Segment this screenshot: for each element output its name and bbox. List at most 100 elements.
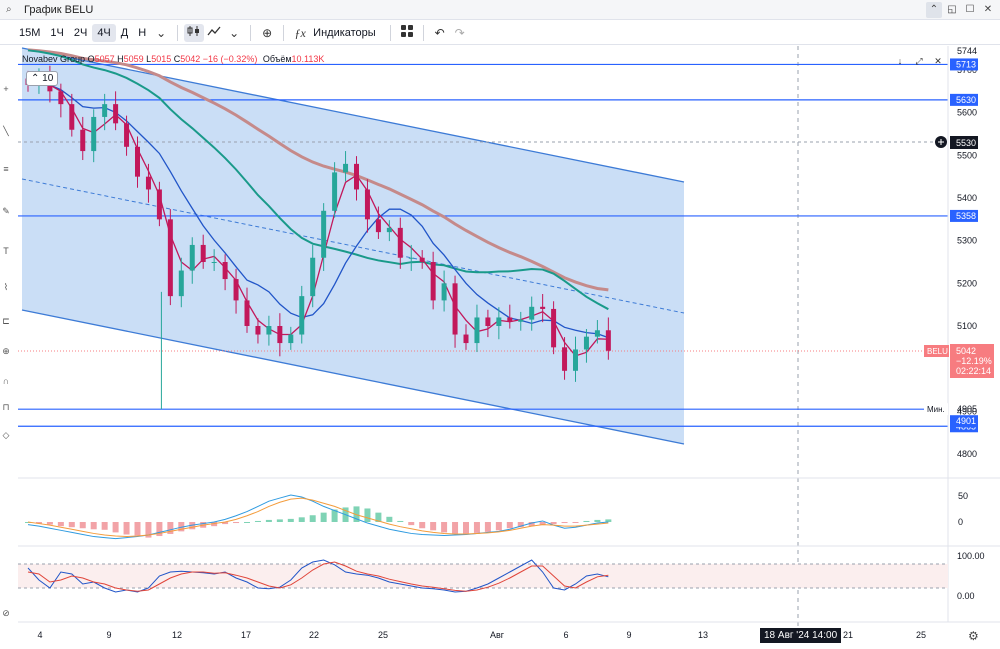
stoch-k-line[interactable] [27,559,609,593]
ma-long-line[interactable] [27,48,609,292]
macd-histogram-bar [463,522,469,534]
candle-body [594,330,600,337]
timeframe-group: 15М 1Ч 2Ч 4Ч Д Н [14,23,151,42]
time-tick-label: 6 [563,630,568,640]
last-price-tag[interactable] [950,344,994,378]
macd-histogram-bar [309,515,316,522]
candle-body [573,349,578,371]
toolbar-divider [283,24,285,41]
ma-slow-line[interactable] [27,49,609,311]
pattern-icon[interactable]: ⌇ [3,282,9,292]
timeframe-15М[interactable]: 15М [19,26,41,39]
brush-icon[interactable]: ✎ [2,206,10,216]
last-price-tag-text: 5042 [956,346,976,356]
chart-legend[interactable]: Novabev Group O5057 H5059 L5015 C5042 −1… [22,54,324,64]
eye-icon[interactable]: ◇ [2,430,10,440]
level-price-tag[interactable] [950,415,978,428]
toolbar-divider [177,24,179,41]
candle-body [299,296,305,335]
candles-icon[interactable] [184,23,205,42]
redo-icon[interactable]: ↷ [454,25,465,40]
macd-histogram-bar [90,522,97,530]
time-tick-label: 9 [626,630,631,640]
undo-icon[interactable]: ↶ [434,25,445,40]
collapse-icon[interactable]: ⌃ [31,73,40,84]
price-tick-label: 4800 [957,449,977,459]
timeframe-Д[interactable]: Д [120,26,129,39]
ma-indicator-badge[interactable]: ⌃ 10 [26,71,59,86]
macd-histogram-bar [35,522,42,524]
indicators-button[interactable]: Индикаторы [313,26,376,39]
fx-icon[interactable]: ƒx [294,25,306,40]
timeframe-2Ч[interactable]: 2Ч [73,26,88,39]
last-price-tag-text: −12.19% [956,356,992,366]
chevron-down-icon[interactable]: ⌄ [156,25,167,40]
legend-close: 5042 [180,54,201,64]
level-price-tag-text: 4901 [956,416,976,426]
timeframe-Н[interactable]: Н [138,26,147,39]
level-price-tag[interactable] [950,209,978,222]
macd-histogram-bar [265,519,272,522]
timeframe-1Ч[interactable]: 1Ч [50,26,64,39]
line-chart-icon[interactable] [204,24,224,42]
candle-body [441,283,447,301]
time-tick-label: 21 [843,630,853,640]
candle-body [124,123,130,147]
maximize-icon[interactable]: ⤢ [915,56,923,66]
chevron-up-icon[interactable]: ⌃ [926,2,942,18]
search-icon[interactable]: ⌕ [6,3,12,15]
stoch-tick-label: 0.00 [957,591,975,601]
grid-icon[interactable] [397,24,417,42]
candle-body [375,219,381,233]
trash-icon[interactable]: ⊘ [2,608,10,618]
chevron-down-icon[interactable]: ⌄ [229,25,240,40]
timeframe-4Ч[interactable]: 4Ч [92,23,116,42]
time-tick-label: 9 [106,630,111,640]
channel-upper-line[interactable] [21,47,685,183]
move-down-icon[interactable]: ↓ [897,56,903,66]
macd-histogram-bar [397,520,404,522]
zoom-icon[interactable]: ⊕ [2,346,10,356]
legend-change: −16 (−0.32%) [202,54,258,64]
legend-open-label: O [87,54,95,64]
candle-body [605,330,611,351]
fib-icon[interactable]: ≡ [3,164,9,174]
level-price-tag[interactable] [950,58,978,71]
candle-body [321,210,327,258]
trendline-icon[interactable]: ╲ [3,126,9,136]
candle-body [277,326,283,344]
channel-lower-line[interactable] [21,309,685,445]
close-icon[interactable]: ✕ [983,4,993,15]
restore-icon[interactable]: ◱ [947,4,957,15]
macd-signal-line[interactable] [27,497,609,538]
square-icon[interactable]: ☐ [965,4,975,15]
candle-body [408,257,414,259]
time-tick-label: Авг [490,630,505,640]
macd-histogram-bar [112,522,119,533]
candle-body [562,347,568,371]
candle-body [310,257,316,297]
candle-body [91,116,97,152]
level-price-tag-text: 5713 [956,59,976,69]
level-price-tag[interactable] [950,93,978,106]
candle-body [430,262,436,301]
ruler-icon[interactable]: ⊏ [2,316,10,326]
symbol-tag[interactable] [924,345,949,357]
channel-mid-line[interactable] [21,178,685,314]
macd-histogram-bar [145,522,152,538]
candle-body [354,163,359,190]
remove-icon[interactable]: ✕ [934,56,942,66]
cursor-icon[interactable]: + [3,84,9,94]
text-icon[interactable]: T [3,246,9,256]
magnet-icon[interactable]: ∩ [2,376,10,386]
macd-histogram-bar [57,522,64,527]
macd-line[interactable] [27,494,609,540]
lock-icon[interactable]: ⊓ [2,402,10,412]
stoch-d-line[interactable] [27,561,609,592]
macd-histogram-bar [287,518,294,522]
gear-icon[interactable]: ⚙ [968,629,979,643]
plus-circle-icon[interactable]: ⊕ [262,25,273,40]
legend-high: 5059 [123,54,144,64]
level-price-tag-text: 5630 [956,95,976,105]
